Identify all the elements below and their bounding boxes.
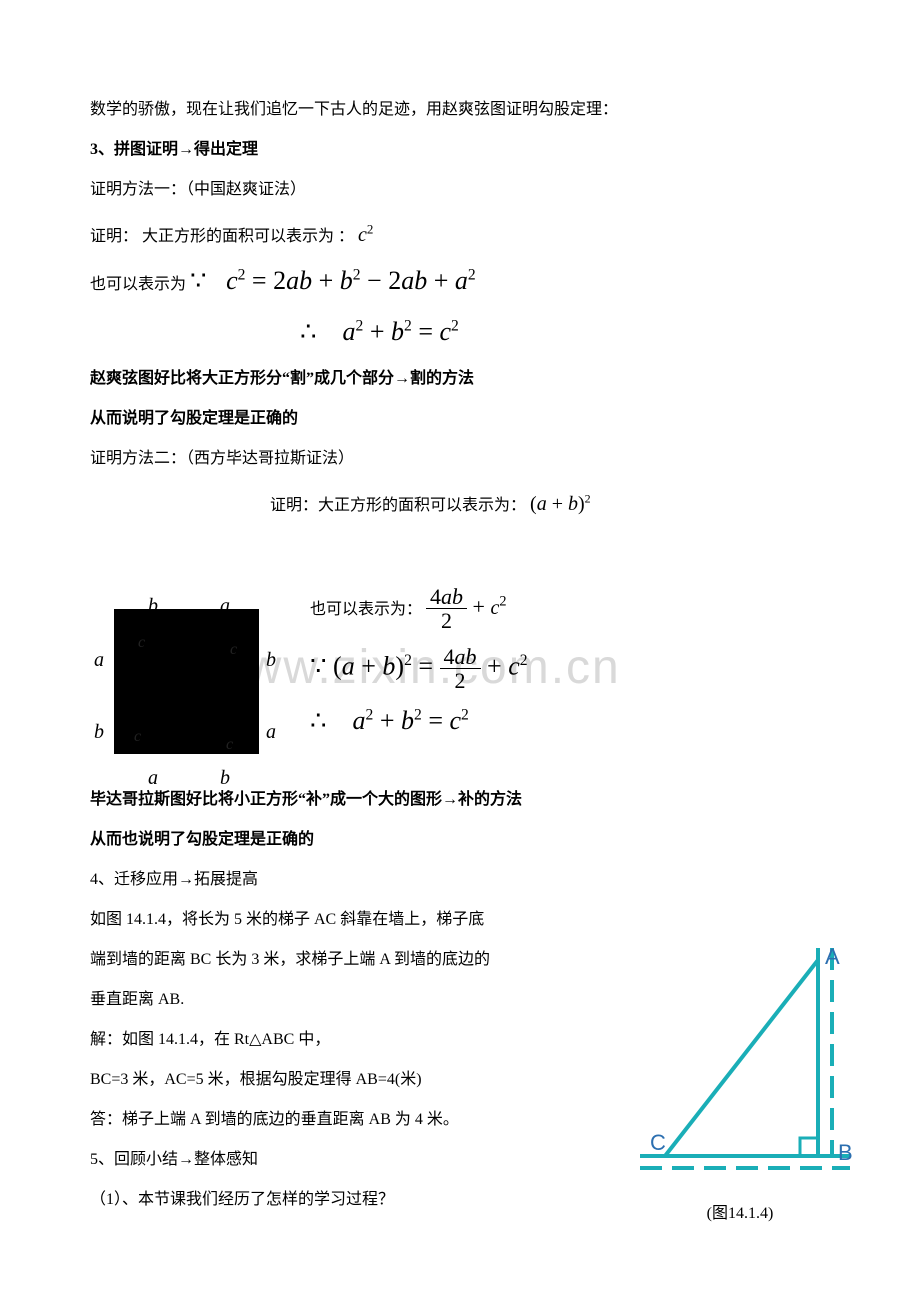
ladder-svg: A B C bbox=[620, 938, 860, 1188]
method2-step1-text: 证明：大正方形的面积可以表示为： bbox=[270, 497, 526, 514]
document-page: 数学的骄傲，现在让我们追忆一下古人的足迹，用赵爽弦图证明勾股定理： 3、拼图证明… bbox=[0, 0, 920, 1302]
intro-text: 数学的骄傲，现在让我们追忆一下古人的足迹，用赵爽弦图证明勾股定理： bbox=[90, 90, 830, 130]
method2-concl2: 从而也说明了勾股定理是正确的 bbox=[90, 820, 830, 860]
method2-label: 证明方法二：（西方毕达哥拉斯证法） bbox=[90, 439, 830, 479]
expr-m1-eq1: ∵ c2 = 2ab + b2 − 2ab + a2 bbox=[190, 266, 476, 295]
section-4-heading: 4、迁移应用→拓展提高 bbox=[90, 860, 830, 900]
ex-line6: 答：梯子上端 A 到墙的底边的垂直距离 AB 为 4 米。 bbox=[90, 1100, 560, 1140]
method2-right-block: 也可以表示为： 4ab2 + c2 ∵ (a + b)2 = 4ab2 + c2… bbox=[310, 585, 810, 747]
sq-label-c-1: c bbox=[138, 623, 145, 663]
method2-step2-text: 也可以表示为： bbox=[310, 601, 422, 618]
ex-line1: 如图 14.1.4，将长为 5 米的梯子 AC 斜靠在墙上，梯子底 bbox=[90, 900, 560, 940]
sq-label-b-right: b bbox=[266, 635, 276, 685]
fig-label-A: A bbox=[825, 944, 840, 969]
method1-step2-prefix: 也可以表示为 bbox=[90, 276, 186, 293]
method2-step1: 证明：大正方形的面积可以表示为： (a + b)2 bbox=[90, 479, 830, 529]
method1-concl1: 赵爽弦图好比将大正方形分“割”成几个部分→割的方法 bbox=[90, 359, 830, 399]
sq-label-a-top: a bbox=[220, 581, 230, 631]
method1-step2: 也可以表示为 ∵ c2 = 2ab + b2 − 2ab + a2 bbox=[90, 260, 830, 305]
fig-label-B: B bbox=[838, 1140, 853, 1165]
ex-line2: 端到墙的距离 BC 长为 3 米，求梯子上端 A 到墙的底边的 bbox=[90, 940, 560, 980]
ex-line3: 垂直距离 AB. bbox=[90, 980, 560, 1020]
section-3-heading: 3、拼图证明→得出定理 bbox=[90, 130, 830, 170]
sq-label-b-left: b bbox=[94, 707, 104, 757]
method1-label: 证明方法一：（中国赵爽证法） bbox=[90, 170, 830, 210]
figure-caption: (图14.1.4) bbox=[620, 1194, 860, 1234]
method1-step1-text: 证明： 大正方形的面积可以表示为 ： bbox=[90, 228, 354, 245]
sq-label-c-2: c bbox=[230, 630, 237, 670]
fig-label-C: C bbox=[650, 1130, 666, 1155]
expr-m1-eq2: ∴ a2 + b2 = c2 bbox=[90, 311, 830, 353]
ex-line4: 解：如图 14.1.4，在 Rt△ABC 中， bbox=[90, 1020, 560, 1060]
sq-label-b-top: b bbox=[148, 581, 158, 631]
method1-step1: 证明： 大正方形的面积可以表示为 ： c2 bbox=[90, 210, 830, 260]
method2-step2-line: 也可以表示为： 4ab2 + c2 bbox=[310, 585, 810, 633]
sq-label-a-right: a bbox=[266, 707, 276, 757]
ex-line5: BC=3 米，AC=5 米，根据勾股定理得 AB=4(米) bbox=[90, 1060, 560, 1100]
sq-label-a-left: a bbox=[94, 635, 104, 685]
expr-a-plus-b-sq: (a + b)2 bbox=[530, 493, 591, 515]
sq-label-c-3: c bbox=[134, 717, 141, 757]
ladder-figure: A B C (图14.1.4) bbox=[620, 938, 860, 1238]
sq-label-c-4: c bbox=[226, 725, 233, 765]
pythagoras-square-diagram: b a a b b a a b c c c c bbox=[90, 585, 285, 780]
method2-concl1: 毕达哥拉斯图好比将小正方形“补”成一个大的图形→补的方法 bbox=[90, 780, 830, 820]
method1-concl2: 从而说明了勾股定理是正确的 bbox=[90, 399, 830, 439]
expr-m2-eq1: ∵ (a + b)2 = 4ab2 + c2 bbox=[310, 645, 810, 692]
expr-c-squared: c2 bbox=[358, 224, 373, 246]
expr-4ab2-c2-a: 4ab2 + c2 bbox=[426, 594, 506, 619]
expr-m2-eq2: ∴ a2 + b2 = c2 bbox=[310, 700, 810, 742]
